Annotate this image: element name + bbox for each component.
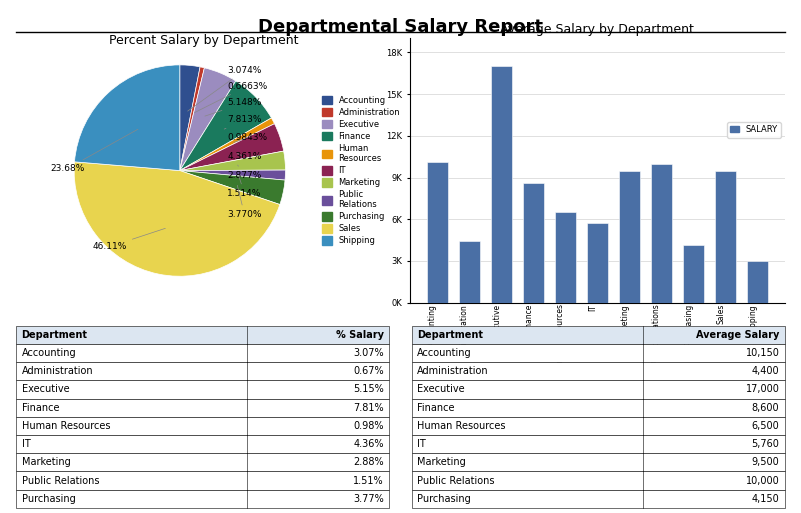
- Text: 2.88%: 2.88%: [353, 458, 384, 467]
- Text: 4.361%: 4.361%: [227, 152, 262, 161]
- Bar: [16, 471, 389, 489]
- Bar: [587, 223, 608, 303]
- Text: 9,500: 9,500: [751, 458, 779, 467]
- Text: 3.07%: 3.07%: [353, 348, 384, 358]
- Bar: [412, 399, 785, 417]
- Text: 3.770%: 3.770%: [227, 185, 262, 220]
- Text: 2.877%: 2.877%: [227, 165, 262, 181]
- Text: Public Relations: Public Relations: [417, 476, 495, 485]
- Text: 6,500: 6,500: [751, 421, 779, 431]
- Text: 0.98%: 0.98%: [353, 421, 384, 431]
- Text: 5.148%: 5.148%: [205, 98, 262, 116]
- Text: 7.81%: 7.81%: [353, 403, 384, 412]
- Bar: [412, 344, 785, 362]
- Bar: [16, 344, 389, 362]
- Text: Administration: Administration: [417, 366, 489, 376]
- Bar: [683, 245, 704, 303]
- Text: 8,600: 8,600: [752, 403, 779, 412]
- Text: 46.11%: 46.11%: [93, 228, 165, 251]
- Text: 5.15%: 5.15%: [353, 385, 384, 394]
- Bar: [427, 162, 448, 303]
- Legend: Accounting, Administration, Executive, Finance, Human
Resources, IT, Marketing, : Accounting, Administration, Executive, F…: [320, 94, 402, 247]
- Text: Finance: Finance: [22, 403, 59, 412]
- Text: 10,150: 10,150: [746, 348, 779, 358]
- Wedge shape: [179, 151, 285, 170]
- Text: 4.36%: 4.36%: [353, 439, 384, 449]
- Bar: [16, 453, 389, 471]
- Bar: [412, 471, 785, 489]
- Text: 17,000: 17,000: [746, 385, 779, 394]
- Bar: [412, 453, 785, 471]
- Bar: [16, 362, 389, 380]
- Bar: [747, 261, 768, 303]
- Bar: [412, 326, 785, 344]
- Bar: [16, 381, 389, 399]
- Bar: [459, 242, 480, 303]
- Title: Average Salary by Department: Average Salary by Department: [501, 23, 694, 36]
- Text: Average Salary: Average Salary: [696, 330, 779, 340]
- Bar: [16, 326, 389, 344]
- Wedge shape: [179, 170, 285, 180]
- Text: Human Resources: Human Resources: [22, 421, 110, 431]
- Text: 0.67%: 0.67%: [353, 366, 384, 376]
- Bar: [523, 183, 544, 303]
- Bar: [412, 417, 785, 435]
- Text: Finance: Finance: [417, 403, 455, 412]
- Wedge shape: [179, 118, 275, 170]
- Title: Percent Salary by Department: Percent Salary by Department: [109, 33, 298, 47]
- Legend: SALARY: SALARY: [727, 122, 781, 137]
- Bar: [491, 66, 512, 303]
- Text: 1.51%: 1.51%: [353, 476, 384, 485]
- Bar: [619, 170, 640, 303]
- Text: 10,000: 10,000: [746, 476, 779, 485]
- Bar: [412, 381, 785, 399]
- Text: Marketing: Marketing: [417, 458, 466, 467]
- Wedge shape: [179, 68, 235, 170]
- Wedge shape: [179, 170, 285, 205]
- Text: Departmental Salary Report: Departmental Salary Report: [258, 18, 543, 36]
- Text: Executive: Executive: [22, 385, 69, 394]
- Text: Public Relations: Public Relations: [22, 476, 99, 485]
- Wedge shape: [179, 67, 204, 170]
- Bar: [16, 417, 389, 435]
- Text: Department: Department: [22, 330, 87, 340]
- Text: 23.68%: 23.68%: [50, 129, 138, 173]
- Text: Purchasing: Purchasing: [22, 494, 75, 504]
- Bar: [412, 362, 785, 380]
- Text: 4,150: 4,150: [751, 494, 779, 504]
- Wedge shape: [74, 162, 280, 276]
- Text: Administration: Administration: [22, 366, 93, 376]
- Text: Accounting: Accounting: [22, 348, 76, 358]
- Text: 4,400: 4,400: [752, 366, 779, 376]
- Text: Accounting: Accounting: [417, 348, 472, 358]
- Text: 3.074%: 3.074%: [187, 66, 262, 111]
- Text: Department: Department: [417, 330, 483, 340]
- Wedge shape: [179, 81, 272, 170]
- Text: 0.6663%: 0.6663%: [195, 82, 268, 112]
- Bar: [412, 489, 785, 508]
- Text: 7.813%: 7.813%: [224, 115, 262, 129]
- Bar: [16, 399, 389, 417]
- Bar: [715, 170, 736, 303]
- Bar: [555, 212, 576, 303]
- Text: 1.514%: 1.514%: [227, 176, 262, 199]
- Bar: [16, 489, 389, 508]
- Text: IT: IT: [417, 439, 426, 449]
- Text: Human Resources: Human Resources: [417, 421, 505, 431]
- Bar: [651, 164, 672, 303]
- Wedge shape: [179, 124, 284, 170]
- Text: 5,760: 5,760: [751, 439, 779, 449]
- Bar: [16, 435, 389, 453]
- Wedge shape: [179, 65, 200, 170]
- Text: Marketing: Marketing: [22, 458, 70, 467]
- Text: IT: IT: [22, 439, 30, 449]
- Text: % Salary: % Salary: [336, 330, 384, 340]
- Text: 0.9843%: 0.9843%: [227, 133, 268, 142]
- Wedge shape: [74, 65, 179, 170]
- Text: Purchasing: Purchasing: [417, 494, 471, 504]
- Text: Executive: Executive: [417, 385, 465, 394]
- Bar: [412, 435, 785, 453]
- Text: 3.77%: 3.77%: [353, 494, 384, 504]
